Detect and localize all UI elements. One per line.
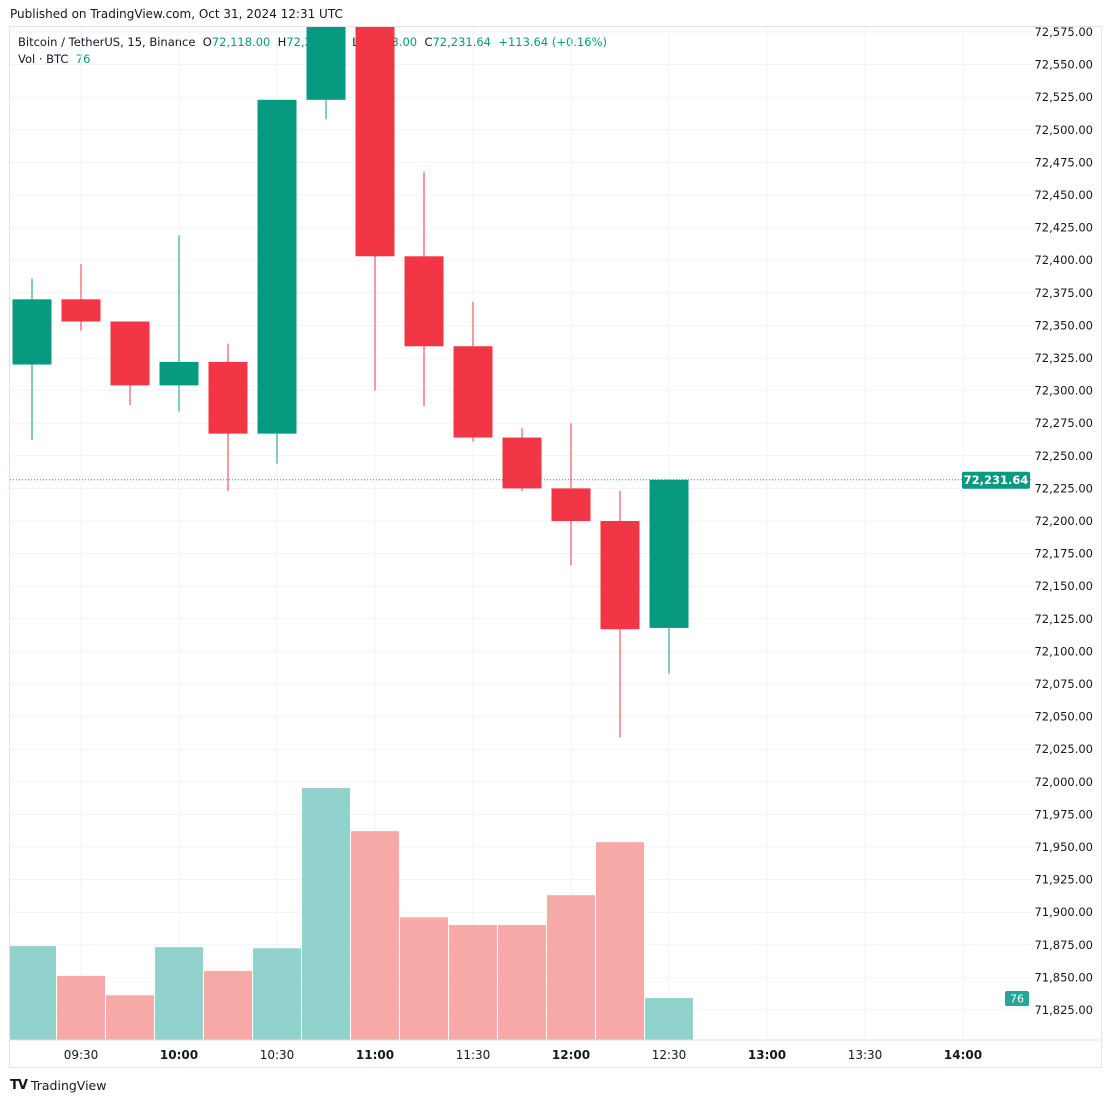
- price-axis-label: 72,200.00: [1034, 514, 1093, 528]
- footer: 𝗧𝗩 TradingView: [10, 1078, 106, 1093]
- volume-bar: [57, 975, 105, 1040]
- time-axis-label: 13:00: [748, 1048, 786, 1062]
- legend-symbol[interactable]: Bitcoin / TetherUS, 15, Binance: [18, 35, 196, 49]
- candle-body: [159, 361, 199, 386]
- price-axis-label: 72,575.00: [1034, 25, 1093, 39]
- legend-volume-row: Vol · BTC 76: [18, 51, 607, 68]
- price-axis-label: 72,475.00: [1034, 155, 1093, 169]
- price-axis-label: 72,150.00: [1034, 579, 1093, 593]
- time-axis-label: 12:30: [652, 1048, 687, 1062]
- footer-brand[interactable]: TradingView: [30, 1078, 107, 1093]
- volume-bar: [449, 925, 497, 1040]
- volume-bar: [302, 788, 350, 1040]
- price-axis-label: 72,350.00: [1034, 318, 1093, 332]
- volume-bar: [204, 970, 252, 1040]
- time-axis-label: 10:30: [260, 1048, 295, 1062]
- last-price-badge: [962, 471, 1030, 489]
- volume-bar: [596, 842, 644, 1040]
- chart-frame: [9, 26, 1102, 1068]
- volume-bar: [10, 946, 56, 1040]
- volume-bar: [155, 947, 203, 1040]
- candle-body: [110, 321, 150, 386]
- price-axis-label: 72,450.00: [1034, 188, 1093, 202]
- time-axis-label: 11:00: [356, 1048, 394, 1062]
- plot-area: [10, 27, 1032, 1040]
- volume-bar: [547, 895, 595, 1040]
- price-axis-label: 71,850.00: [1034, 970, 1093, 984]
- price-axis-label: 71,925.00: [1034, 873, 1093, 887]
- price-axis-label: 71,950.00: [1034, 840, 1093, 854]
- candle-body: [502, 437, 542, 489]
- last-price-label: 72,231.64: [964, 473, 1029, 487]
- price-axis-label: 72,275.00: [1034, 416, 1093, 430]
- candle-body: [12, 299, 52, 365]
- legend-open: 72,118.00: [211, 35, 271, 49]
- time-axis-label: 12:00: [552, 1048, 590, 1062]
- time-axis-label: 09:30: [64, 1048, 99, 1062]
- legend-change: +113.64 (+0.16%): [498, 35, 607, 49]
- candle-body: [551, 488, 591, 521]
- time-axis-label: 14:00: [944, 1048, 982, 1062]
- candle-body: [61, 299, 101, 322]
- candle-body: [306, 27, 346, 100]
- tradingview-logo-icon[interactable]: 𝗧𝗩: [10, 1078, 28, 1093]
- candle-body: [453, 346, 493, 438]
- price-axis-label: 72,000.00: [1034, 775, 1093, 789]
- price-axis-label: 72,550.00: [1034, 58, 1093, 72]
- candle-body: [600, 521, 640, 630]
- price-axis-label: 72,025.00: [1034, 742, 1093, 756]
- price-axis-label: 72,225.00: [1034, 481, 1093, 495]
- last-volume-badge: [1005, 991, 1029, 1006]
- volume-bar: [498, 925, 546, 1040]
- price-axis-label: 72,300.00: [1034, 384, 1093, 398]
- price-axis-label: 71,900.00: [1034, 905, 1093, 919]
- candle-body: [208, 361, 248, 434]
- legend-close: 72,231.64: [432, 35, 491, 49]
- price-axis-label: 72,250.00: [1034, 449, 1093, 463]
- time-axis-label: 11:30: [456, 1048, 491, 1062]
- price-axis-label: 71,875.00: [1034, 938, 1093, 952]
- price-axis-label: 72,075.00: [1034, 677, 1093, 691]
- legend-volume-value: 76: [75, 52, 91, 66]
- price-axis-label: 72,425.00: [1034, 221, 1093, 235]
- price-axis-label: 72,400.00: [1034, 253, 1093, 267]
- time-axis-label: 10:00: [160, 1048, 198, 1062]
- price-axis-label: 72,500.00: [1034, 123, 1093, 137]
- price-axis-label: 72,125.00: [1034, 612, 1093, 626]
- legend-low-label: L: [352, 35, 359, 49]
- volume-bar: [253, 948, 301, 1040]
- legend-volume-label[interactable]: Vol · BTC: [18, 52, 69, 66]
- price-axis-label: 71,975.00: [1034, 807, 1093, 821]
- candle-body: [355, 27, 395, 257]
- price-axis-label: 72,175.00: [1034, 547, 1093, 561]
- price-axis-label: 72,050.00: [1034, 710, 1093, 724]
- volume-bar: [106, 995, 154, 1040]
- price-axis-label: 72,325.00: [1034, 351, 1093, 365]
- legend-open-label: O: [202, 35, 212, 49]
- price-axis-label: 72,100.00: [1034, 644, 1093, 658]
- candle-body: [257, 99, 297, 434]
- volume-bar: [351, 831, 399, 1040]
- time-axis-label: 13:30: [848, 1048, 883, 1062]
- last-volume-label: 76: [1010, 993, 1024, 1006]
- candle-body: [404, 256, 444, 347]
- legend-high-label: H: [277, 35, 287, 49]
- price-axis-label: 71,825.00: [1034, 1003, 1093, 1017]
- legend-close-label: C: [424, 35, 433, 49]
- published-note: Published on TradingView.com, Oct 31, 20…: [10, 7, 343, 21]
- volume-bar: [645, 998, 693, 1040]
- volume-bar: [400, 917, 448, 1040]
- price-axis-label: 72,525.00: [1034, 90, 1093, 104]
- price-axis-label: 72,375.00: [1034, 286, 1093, 300]
- candle-body: [649, 479, 689, 628]
